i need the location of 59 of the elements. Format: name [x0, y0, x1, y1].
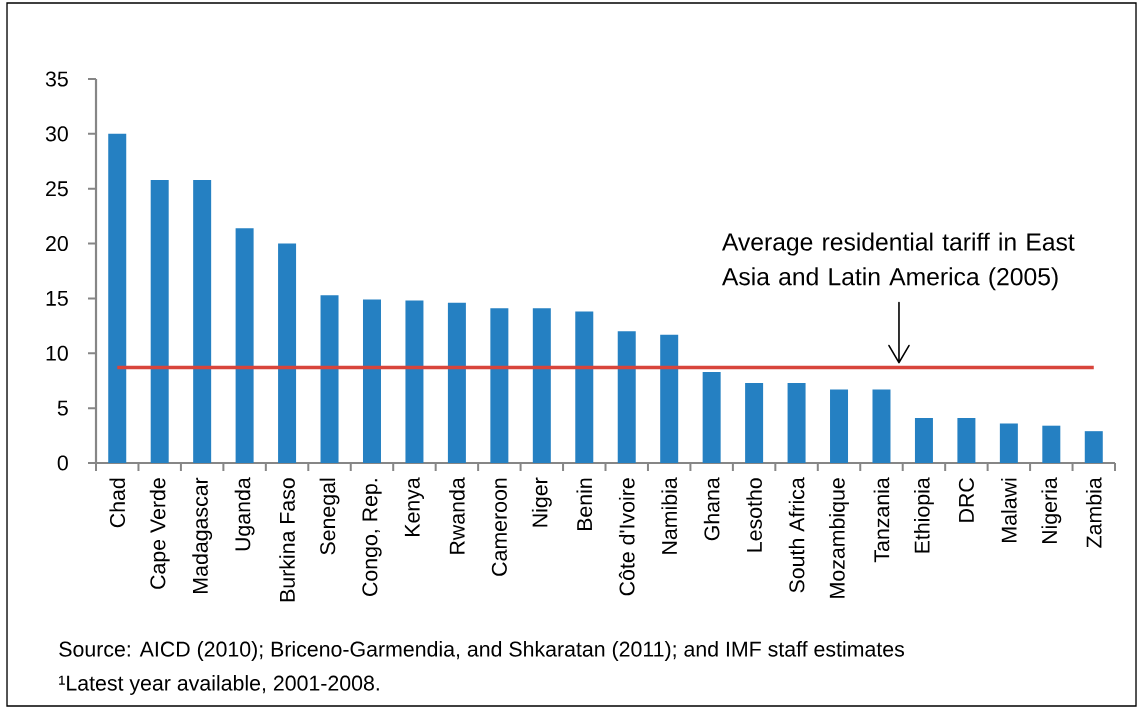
bar: [957, 418, 976, 463]
x-tick-label: Cameroon: [491, 478, 507, 576]
bar: [278, 243, 297, 463]
y-tick-label: 10: [46, 345, 68, 361]
bar: [745, 382, 764, 463]
y-tick-label: 20: [46, 236, 68, 252]
y-tick-label: 15: [46, 290, 68, 306]
x-tick-label: Congo, Rep.: [362, 479, 382, 596]
x-tick-label: Zambia: [1085, 477, 1102, 548]
x-tick-label: Niger: [531, 477, 552, 527]
bar: [830, 389, 849, 463]
x-tick-label: Tanzania: [873, 477, 890, 563]
bar: [490, 308, 509, 463]
bar: [787, 382, 806, 463]
bar: [1042, 425, 1061, 463]
x-tick-label: Namibia: [661, 477, 678, 554]
x-tick-label: Rwanda: [449, 477, 465, 554]
x-tick-label: Lesotho: [746, 478, 762, 552]
x-tick-label: Côte d'Ivoire: [618, 478, 635, 596]
text: ¹Latest year available, 2001-2008.: [59, 675, 379, 695]
bar: [108, 133, 127, 463]
x-tick-label: Ghana: [703, 477, 720, 541]
bar: [914, 418, 933, 463]
bar: [575, 311, 594, 463]
ref-line-label: Average residential tariff in East Asia and Latin America (2005): [721, 232, 1075, 291]
x-tick-label: Uganda: [234, 477, 255, 551]
x-tick-label: Ethiopia: [914, 477, 934, 553]
x-tick-label: South Africa: [788, 477, 805, 593]
y-tick-label: 35: [45, 71, 68, 87]
bar: [1084, 431, 1103, 463]
x-tick-label: Burkina Faso: [279, 478, 295, 602]
x-tick-label: Nigeria: [1041, 477, 1062, 544]
bar: [872, 389, 891, 463]
y-tick-label: 0: [57, 455, 68, 471]
bar: [193, 179, 212, 463]
bar: [235, 228, 254, 463]
x-tick-label: Benin: [576, 478, 593, 531]
x-tick-label: Malawi: [1001, 478, 1017, 542]
source-note: Source: AICD (2010); Briceno-Garmendia, and Shkaratan (2011); and IMF staff estimates: [59, 641, 905, 661]
bar: [447, 302, 466, 463]
y-tick-label: 5: [57, 400, 68, 416]
bar: [320, 295, 339, 463]
bar: [405, 300, 424, 463]
x-tick-label: Senegal: [319, 478, 340, 555]
bar: [999, 423, 1018, 463]
bar: [660, 334, 679, 463]
y-tick-label: 25: [46, 181, 68, 197]
x-tick-label: Chad: [109, 478, 126, 528]
x-tick-label: Madagascar: [192, 477, 213, 593]
x-tick-label: Cape Verde: [149, 478, 170, 589]
x-tick-label: Mozambique: [829, 478, 849, 598]
bar: [617, 331, 636, 463]
y-tick-label: 30: [45, 126, 68, 142]
x-tick-label: Kenya: [404, 477, 424, 536]
bar: [150, 179, 169, 463]
bar: [362, 299, 381, 463]
bar: [532, 308, 551, 463]
bar: [702, 371, 721, 463]
x-tick-label: DRC: [958, 478, 974, 522]
